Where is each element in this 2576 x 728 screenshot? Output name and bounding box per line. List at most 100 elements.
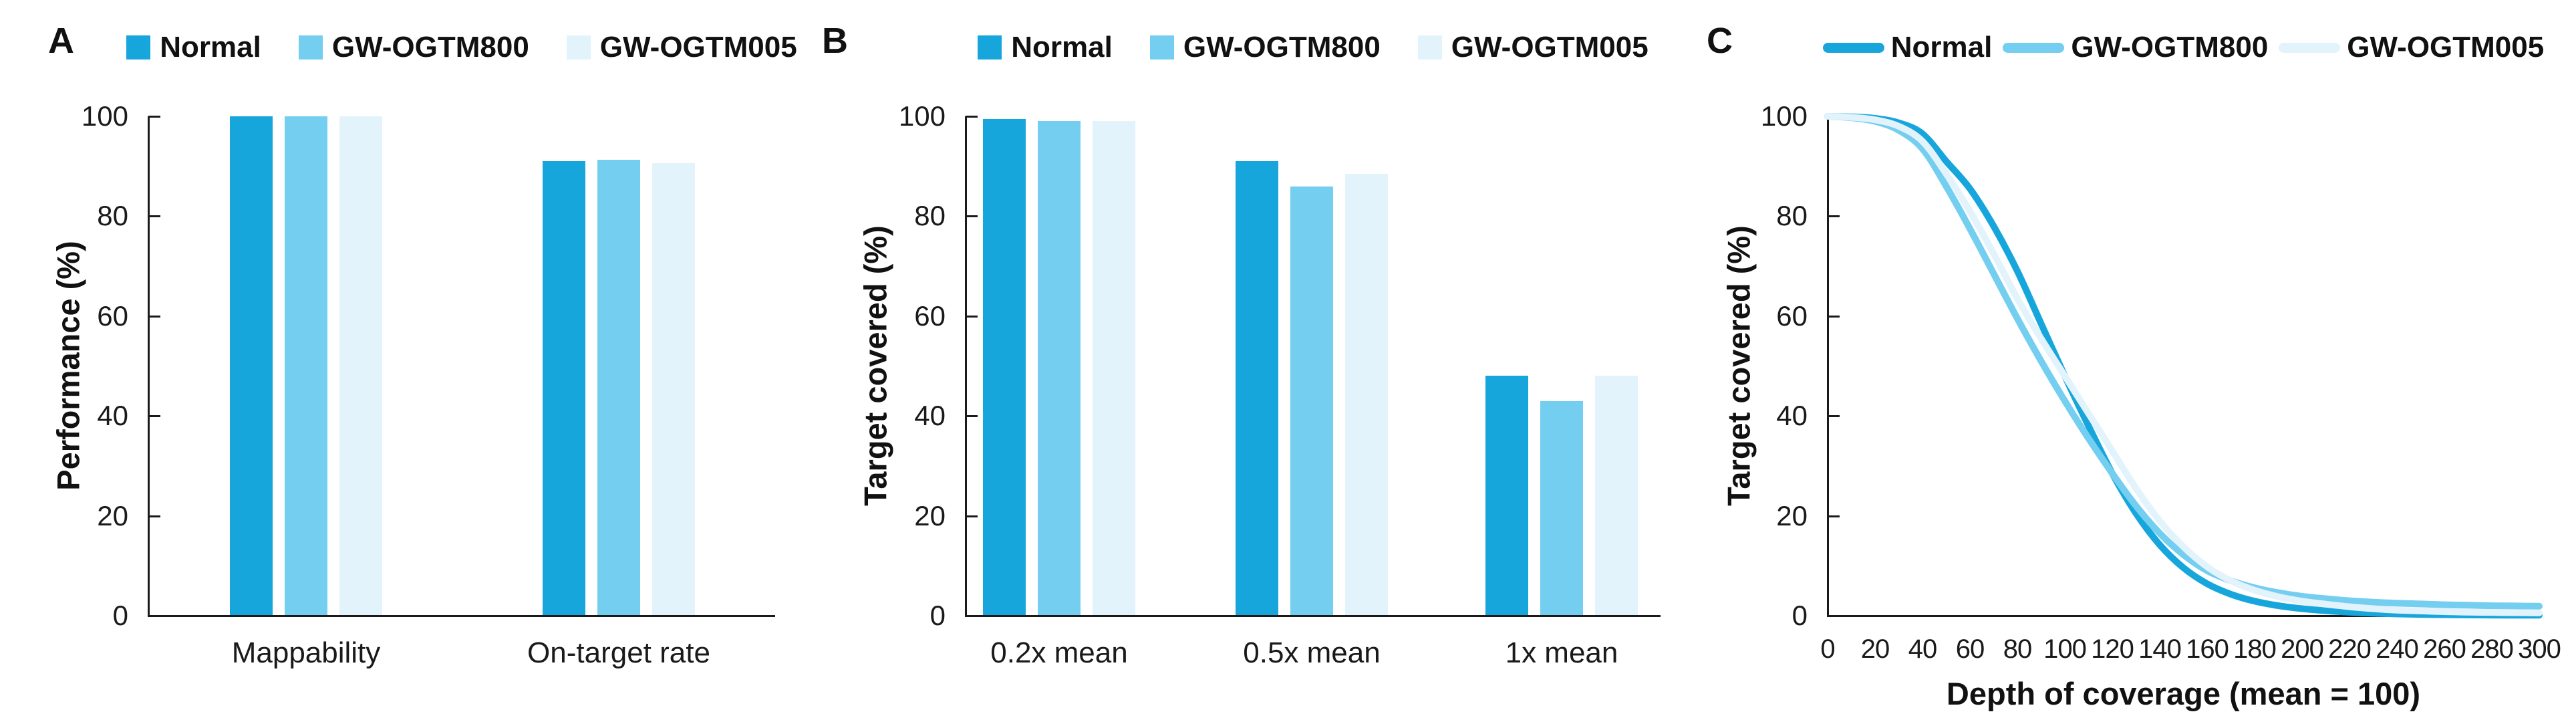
- x-tick-label-c: 160: [2186, 634, 2229, 664]
- legend-item-gw-ogtm800: GW-OGTM800: [298, 31, 529, 64]
- panel-c-legend: Normal GW-OGTM800 GW-OGTM005: [1822, 28, 2544, 67]
- legend-item-normal: Normal: [978, 33, 1113, 62]
- y-tick-label-a: 60: [97, 299, 128, 332]
- x-tick-label-c: 20: [1860, 634, 1890, 664]
- y-tick-label-b: 60: [914, 299, 946, 332]
- curve-gw-ogtm800: [1824, 113, 2543, 610]
- bar-gw-ogtm800-group2: [597, 159, 640, 616]
- bar-gw-ogtm005-group1: [339, 116, 382, 616]
- y-tick-label-c: 60: [1776, 299, 1808, 332]
- panel-a: A Normal GW-OGTM800 GW-OGTM005 Performance…: [0, 0, 859, 728]
- x-tick-label-c: 0: [1820, 634, 1835, 664]
- x-tick-label-c: 240: [2376, 634, 2419, 664]
- panel-b-legend: Normal GW-OGTM800 GW-OGTM005: [966, 28, 1661, 67]
- y-tick-a: [148, 215, 160, 218]
- legend-item-normal: Normal: [1822, 31, 1993, 64]
- y-tick-b: [966, 215, 978, 218]
- category-label: 1x mean: [1505, 636, 1618, 669]
- panel-a-letter: A: [48, 21, 74, 61]
- x-tick-label-c: 180: [2233, 634, 2277, 664]
- legend-label-gw-ogtm800: GW-OGTM800: [331, 31, 529, 64]
- legend-item-gw-ogtm800: GW-OGTM800: [1149, 33, 1381, 62]
- legend-item-normal: Normal: [126, 33, 261, 62]
- y-tick-b: [966, 116, 978, 118]
- y-tick-label-a: 0: [112, 600, 128, 631]
- y-tick-label-c: 100: [1760, 100, 1808, 132]
- category-label: 0.5x mean: [1243, 636, 1381, 669]
- legend-swatch-gw-ogtm005: [2279, 42, 2341, 53]
- bar-gw-ogtm800-group1: [285, 116, 327, 616]
- x-tick-label-c: 200: [2281, 634, 2324, 664]
- legend-label-gw-ogtm005: GW-OGTM005: [2347, 31, 2545, 64]
- legend-label-normal: Normal: [1011, 31, 1113, 64]
- y-tick-b: [966, 515, 978, 517]
- bar-normal-group1: [230, 116, 273, 616]
- panel-b-letter: B: [822, 21, 848, 61]
- bar-normal-group2: [543, 161, 585, 616]
- legend-item-gw-ogtm005: GW-OGTM005: [566, 33, 797, 62]
- legend-swatch-normal: [126, 35, 151, 59]
- y-tick-label-a: 100: [81, 100, 128, 132]
- y-axis-a: [148, 116, 150, 617]
- legend-swatch-gw-ogtm800: [298, 35, 323, 59]
- bar-gw-ogtm005-group3: [1595, 376, 1638, 616]
- x-tick-label-c: 40: [1908, 634, 1938, 664]
- bar-gw-ogtm005-group2: [1345, 173, 1388, 616]
- panel-a-legend: Normal GW-OGTM800 GW-OGTM005: [126, 28, 797, 67]
- curve-gw-ogtm005: [1824, 113, 2543, 616]
- legend-item-gw-ogtm005: GW-OGTM005: [2279, 33, 2544, 62]
- y-tick-a: [148, 515, 160, 517]
- x-axis-c: [1827, 615, 2539, 617]
- y-tick-label-c: 20: [1776, 499, 1808, 531]
- y-tick-b: [966, 415, 978, 418]
- bar-normal-group1: [983, 119, 1026, 616]
- legend-swatch-gw-ogtm800: [1149, 35, 1174, 59]
- y-axis-b: [965, 116, 967, 617]
- y-tick-label-a: 40: [97, 400, 128, 432]
- y-axis-c: [1827, 116, 1829, 617]
- category-label: On-target rate: [527, 636, 710, 669]
- legend-item-gw-ogtm005: GW-OGTM005: [1417, 31, 1649, 64]
- y-tick-c: [1828, 315, 1840, 318]
- legend-swatch-gw-ogtm005: [566, 35, 591, 59]
- y-tick-a: [148, 415, 160, 418]
- x-tick-label-c: 260: [2423, 634, 2466, 664]
- panel-c: C Normal GW-OGTM800 GW-OGTM005 Target cove…: [1707, 0, 2576, 728]
- x-tick-label-c: 100: [2043, 634, 2087, 664]
- x-tick-label-c: 280: [2470, 634, 2514, 664]
- panel-c-letter: C: [1707, 21, 1733, 61]
- panel-c-plot: 0 20 40 60 80 100 0 20 40 60 80 100 120 140 160 180 200 2…: [1717, 0, 2576, 728]
- category-label: Mappability: [231, 636, 381, 669]
- y-tick-label-b: 40: [914, 400, 946, 432]
- x-tick-label-c: 140: [2138, 634, 2182, 664]
- category-label: 0.2x mean: [990, 636, 1128, 669]
- y-tick-label-c: 40: [1776, 400, 1808, 432]
- y-tick-label-b: 100: [898, 100, 946, 132]
- legend-label-gw-ogtm800: GW-OGTM800: [2071, 31, 2269, 64]
- legend-label-gw-ogtm005: GW-OGTM005: [1451, 31, 1649, 64]
- x-tick-label-c: 220: [2328, 634, 2372, 664]
- y-tick-b: [966, 315, 978, 318]
- bar-gw-ogtm800-group3: [1540, 400, 1583, 616]
- legend-item-gw-ogtm800: GW-OGTM800: [2003, 33, 2268, 62]
- curve-normal: [1824, 113, 2543, 619]
- bar-normal-group2: [1236, 161, 1278, 616]
- y-tick-label-a: 80: [97, 200, 128, 232]
- y-tick-a: [148, 315, 160, 318]
- panel-b: B Normal GW-OGTM800 GW-OGTM005 Target cove…: [822, 0, 1717, 728]
- bar-normal-group3: [1485, 376, 1528, 616]
- y-tick-label-b: 80: [914, 200, 946, 232]
- legend-swatch-gw-ogtm005: [1417, 35, 1442, 59]
- y-tick-c: [1828, 116, 1840, 118]
- y-tick-c: [1828, 515, 1840, 517]
- legend-swatch-normal: [1822, 42, 1884, 53]
- legend-label-normal: Normal: [1890, 31, 1993, 64]
- bar-gw-ogtm800-group2: [1290, 186, 1333, 616]
- bar-gw-ogtm005-group1: [1093, 120, 1135, 616]
- legend-label-normal: Normal: [160, 31, 261, 64]
- x-tick-label-c: 120: [2091, 634, 2134, 664]
- legend-swatch-gw-ogtm800: [2003, 42, 2065, 53]
- y-tick-label-b: 0: [929, 600, 946, 631]
- coverage-curves-svg: [1824, 113, 2543, 619]
- panel-c-x-axis-title: Depth of coverage (mean = 100): [1946, 676, 2421, 711]
